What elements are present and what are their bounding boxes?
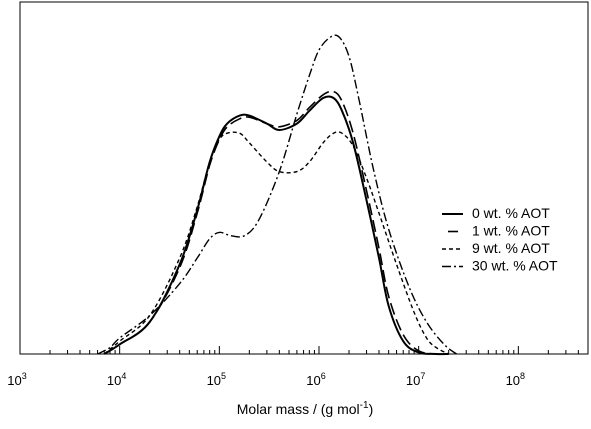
x-tick-label: 107: [406, 371, 425, 388]
x-tick-label: 104: [107, 371, 126, 388]
x-tick-label: 103: [7, 371, 26, 388]
plot-frame: [19, 1, 589, 355]
x-tick-label: 106: [306, 371, 325, 388]
x-axis-tick-labels: 103 104 105 106 107 108: [7, 371, 525, 388]
series-line-0: [103, 95, 449, 356]
x-tick-label: 105: [207, 371, 226, 388]
series-line-3: [97, 34, 457, 355]
x-axis-minor-ticks: [49, 350, 579, 354]
series-line-1: [103, 90, 449, 356]
x-axis-title: Molar mass / (g mol-1): [237, 400, 374, 417]
x-axis-major-ticks: [19, 346, 519, 354]
legend-label: 30 wt. % AOT: [472, 258, 558, 274]
legend-label: 0 wt. % AOT: [472, 205, 550, 221]
series-line-2: [103, 131, 449, 355]
legend-label: 1 wt. % AOT: [472, 223, 550, 239]
series-lines: [97, 34, 457, 356]
x-axis-title-superscript: -1: [360, 400, 369, 411]
x-tick-label: 108: [506, 371, 525, 388]
legend-label: 9 wt. % AOT: [472, 240, 550, 256]
